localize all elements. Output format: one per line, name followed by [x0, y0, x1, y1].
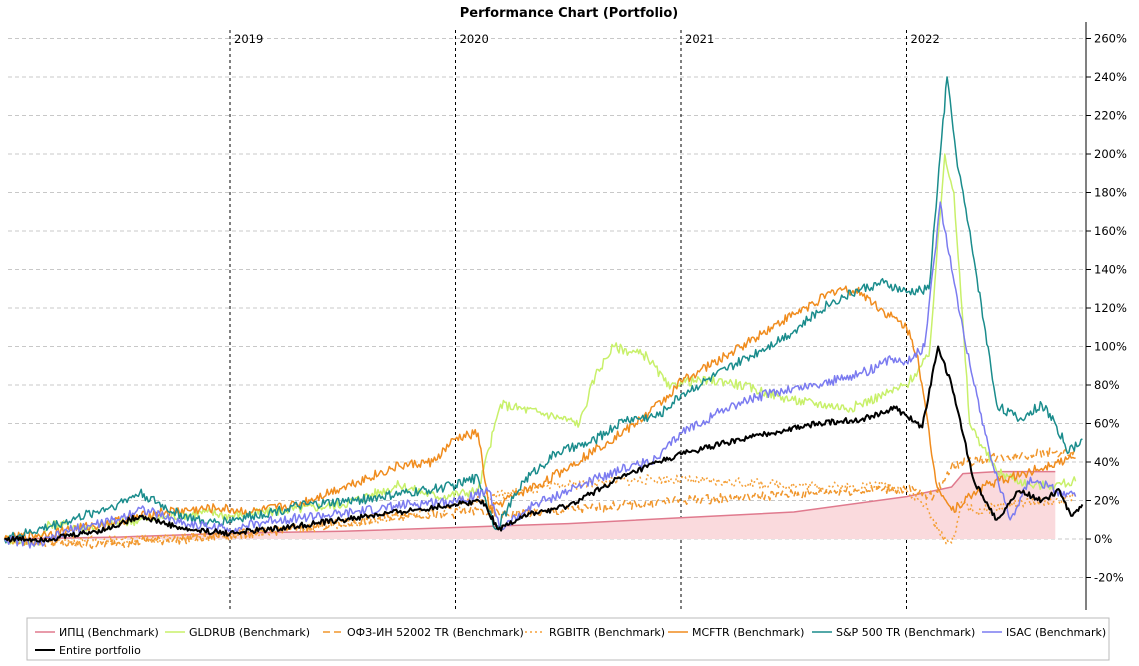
y-tick-label: 260%	[1094, 32, 1127, 46]
series-line-4	[3, 285, 1076, 544]
legend-entry[interactable]: ИПЦ (Benchmark)	[59, 626, 159, 639]
y-tick-label: 0%	[1094, 532, 1112, 546]
legend-entry[interactable]: Entire portfolio	[59, 644, 141, 657]
chart-title: Performance Chart (Portfolio)	[460, 6, 679, 21]
y-tick-label: 120%	[1094, 301, 1127, 315]
legend-entry[interactable]: RGBITR (Benchmark)	[549, 626, 665, 639]
y-tick-label: 140%	[1094, 263, 1127, 277]
y-tick-label: 100%	[1094, 340, 1127, 354]
y-tick-label: 220%	[1094, 109, 1127, 123]
y-tick-label: 200%	[1094, 147, 1127, 161]
grid-layer: 2019 2020 2021 2022	[8, 30, 1086, 610]
fill-layer	[4, 471, 1056, 539]
legend-entry[interactable]: S&P 500 TR (Benchmark)	[836, 626, 975, 639]
legend-box	[26, 617, 1110, 661]
series-line-3	[4, 474, 1077, 547]
year-marker-label: 2021	[685, 32, 714, 46]
y-tick-label: 60%	[1094, 417, 1120, 431]
cpi-area-fill	[4, 471, 1056, 539]
series-layer	[3, 76, 1084, 550]
series-line-2	[3, 447, 1077, 550]
y-tick-label: 80%	[1094, 378, 1120, 392]
y-axis: -20% 0% 20% 40% 60% 80% 100% 120% 140% 160% 180% 20…	[1085, 22, 1127, 610]
series-line-7	[4, 345, 1084, 543]
legend-entry[interactable]: ISAC (Benchmark)	[1006, 626, 1106, 639]
year-marker-label: 2020	[460, 32, 489, 46]
series-line-6	[3, 201, 1077, 549]
y-tick-label: 40%	[1094, 455, 1120, 469]
legend-entry[interactable]: MCFTR (Benchmark)	[692, 626, 804, 639]
series-line-1	[3, 153, 1077, 548]
year-marker-label: 2019	[234, 32, 263, 46]
y-tick-label: 240%	[1094, 70, 1127, 84]
series-line-5	[3, 76, 1083, 544]
legend-entry[interactable]: GLDRUB (Benchmark)	[189, 626, 310, 639]
y-tick-label: 160%	[1094, 224, 1127, 238]
year-marker-label: 2022	[911, 32, 940, 46]
y-tick-label: 20%	[1094, 494, 1120, 508]
y-tick-label: -20%	[1094, 571, 1124, 585]
legend-entry[interactable]: ОФЗ-ИН 52002 TR (Benchmark)	[347, 626, 524, 639]
legend: ИПЦ (Benchmark) GLDRUB (Benchmark) ОФЗ-ИН …	[26, 617, 1110, 661]
y-tick-label: 180%	[1094, 186, 1127, 200]
